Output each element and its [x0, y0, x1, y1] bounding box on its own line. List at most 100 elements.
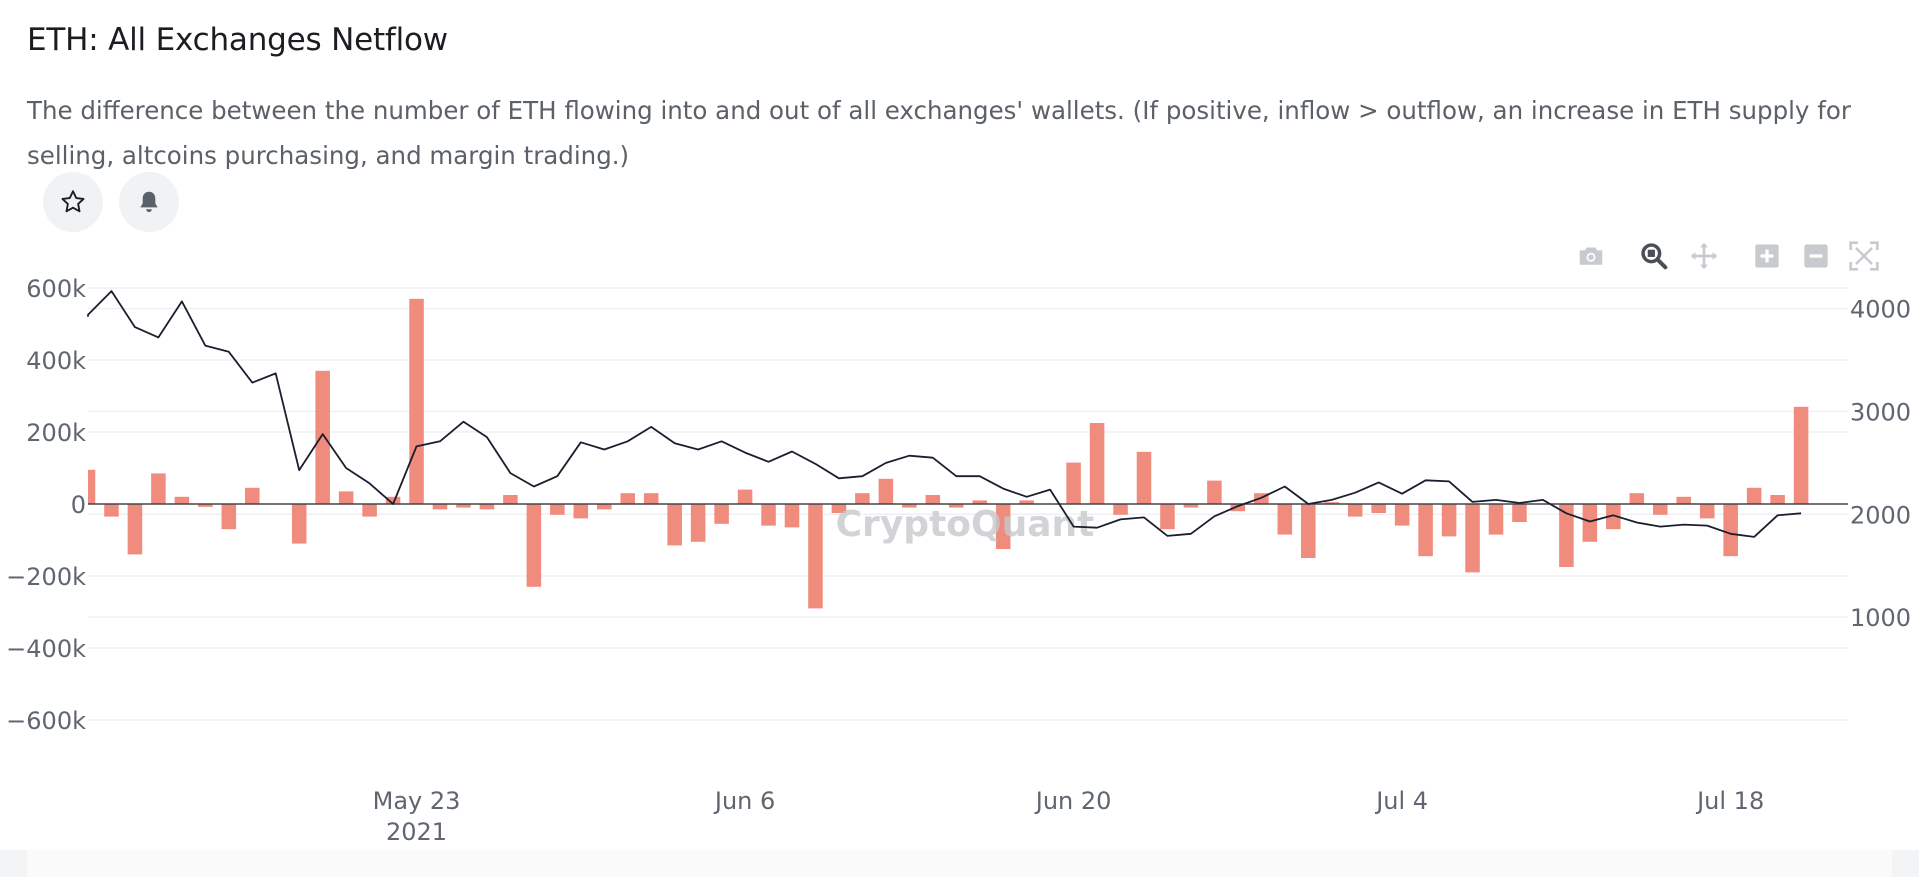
netflow-bar	[1324, 502, 1340, 504]
netflow-bar	[1300, 504, 1316, 558]
netflow-bar	[1207, 480, 1222, 504]
netflow-bar	[174, 496, 190, 504]
autoscale-icon	[1849, 241, 1879, 271]
pan-button[interactable]	[1686, 238, 1722, 274]
netflow-bar	[972, 500, 988, 504]
alert-button[interactable]	[119, 172, 179, 232]
netflow-bar	[1113, 504, 1128, 515]
bell-icon	[140, 191, 158, 213]
netflow-bar	[1019, 500, 1034, 504]
netflow-bar	[338, 491, 354, 504]
netflow-bar	[808, 504, 823, 609]
netflow-bar	[409, 298, 424, 504]
netflow-bar	[737, 489, 753, 504]
netflow-bar	[362, 504, 377, 517]
netflow-bar	[1582, 504, 1598, 542]
netflow-bar	[948, 504, 964, 508]
netflow-bar	[1441, 504, 1457, 537]
netflow-bar	[1277, 504, 1293, 535]
star-icon	[61, 190, 85, 213]
netflow-bar	[1629, 493, 1645, 504]
netflow-bar	[714, 504, 729, 524]
price-line	[87, 290, 1802, 538]
zoom-out-icon	[1804, 244, 1828, 268]
netflow-bar	[315, 370, 330, 504]
netflow-bar	[761, 504, 776, 526]
netflow-bar	[1347, 504, 1363, 517]
netflow-bar	[784, 504, 800, 528]
x-tick-sublabel: 2021	[386, 818, 447, 846]
netflow-bar	[643, 493, 659, 504]
netflow-bar	[550, 504, 565, 515]
netflow-bar	[1723, 504, 1738, 557]
right-tick-label: 2000	[1850, 501, 1911, 529]
left-tick-label: −600k	[6, 707, 86, 735]
netflow-bar	[88, 469, 96, 504]
netflow-bar	[1418, 504, 1433, 557]
netflow-bar	[1136, 451, 1152, 504]
right-tick-label: 1000	[1850, 604, 1911, 632]
page-description: The difference between the number of ETH…	[27, 96, 1851, 170]
netflow-bar	[104, 504, 119, 517]
left-tick-label: 0	[71, 491, 86, 519]
netflow-bar	[667, 504, 682, 546]
favorite-button[interactable]	[43, 172, 103, 232]
right-tick-label: 4000	[1850, 296, 1911, 324]
netflow-bar	[385, 496, 401, 504]
netflow-bar	[1559, 504, 1574, 567]
x-tick-label: May 23	[373, 787, 461, 815]
netflow-bar	[1371, 504, 1386, 513]
netflow-bar	[1676, 496, 1692, 504]
netflow-bar	[995, 504, 1011, 549]
zoom-icon	[1641, 243, 1668, 270]
netflow-bar	[1066, 462, 1081, 504]
netflow-bar	[902, 504, 917, 508]
left-tick-label: −400k	[6, 635, 86, 663]
netflow-bar	[1089, 423, 1105, 504]
pan-icon	[1690, 242, 1718, 270]
netflow-bar	[690, 504, 706, 542]
netflow-bar	[127, 504, 143, 555]
netflow-bar	[1230, 504, 1246, 512]
netflow-bar	[878, 478, 894, 504]
netflow-bar	[1793, 406, 1809, 504]
netflow-bar	[620, 493, 636, 504]
netflow-bar	[1160, 504, 1175, 530]
zoom-in-button[interactable]	[1749, 238, 1785, 274]
netflow-bar	[855, 493, 870, 504]
netflow-bar	[1699, 504, 1715, 519]
netflow-bar	[151, 473, 166, 504]
left-tick-label: −200k	[6, 563, 86, 591]
netflow-bar	[831, 504, 847, 513]
netflow-bar	[596, 504, 612, 510]
left-tick-label: 600k	[26, 275, 86, 303]
zoom-in-icon	[1755, 244, 1779, 268]
netflow-bar	[1746, 487, 1762, 504]
x-tick-label: Jun 6	[713, 787, 775, 815]
watermark-text: CryptoQuant	[836, 504, 1095, 545]
zoom-button[interactable]	[1636, 238, 1672, 274]
autoscale-button[interactable]	[1846, 238, 1882, 274]
netflow-bar	[432, 504, 448, 510]
netflow-bar	[479, 504, 495, 510]
netflow-bar	[198, 504, 213, 507]
netflow-bar	[1183, 504, 1199, 508]
netflow-bar	[1606, 504, 1621, 530]
netflow-bar	[526, 504, 542, 587]
netflow-bar	[503, 495, 518, 504]
x-tick-label: Jul 4	[1374, 787, 1428, 815]
netflow-bar	[291, 504, 307, 544]
netflow-bar	[244, 487, 260, 504]
left-tick-label: 400k	[26, 347, 86, 375]
netflow-bar	[1394, 504, 1410, 526]
netflow-bar	[925, 495, 941, 504]
zoom-out-button[interactable]	[1798, 238, 1834, 274]
camera-icon	[1579, 247, 1603, 265]
netflow-bar	[1652, 504, 1668, 515]
netflow-bar	[1465, 504, 1480, 573]
left-tick-label: 200k	[26, 419, 86, 447]
download-png-button[interactable]	[1573, 238, 1609, 274]
x-tick-label: Jun 20	[1034, 787, 1112, 815]
netflow-bar	[221, 504, 237, 530]
